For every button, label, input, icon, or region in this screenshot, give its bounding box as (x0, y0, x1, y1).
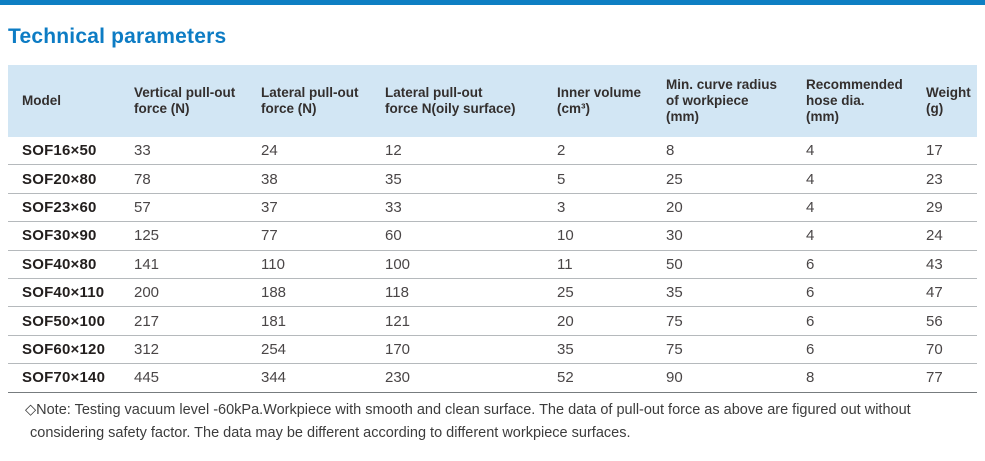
table-row: SOF50×100 217 181 121 20 75 6 56 (8, 307, 977, 336)
model-cell: SOF70×140 (22, 369, 106, 387)
lateral-pullout-force-cell: 77 (261, 227, 278, 245)
weight-cell: 17 (926, 142, 943, 160)
recommended-hose-dia-cell: 4 (806, 170, 815, 188)
weight-cell: 56 (926, 312, 943, 330)
recommended-hose-dia-cell: 6 (806, 255, 815, 273)
vertical-pullout-force-cell: 33 (134, 142, 151, 160)
lateral-pullout-force-cell: 188 (261, 284, 287, 302)
weight-cell: 43 (926, 255, 943, 273)
vertical-pullout-force-cell: 217 (134, 312, 160, 330)
lateral-pullout-force-oily-cell: 60 (385, 227, 402, 245)
inner-volume-cell: 11 (557, 255, 573, 273)
header-cell-min-curve-radius: Min. curve radius of workpiece (mm) (666, 77, 778, 124)
lateral-pullout-force-oily-cell: 118 (385, 284, 409, 302)
inner-volume-cell: 20 (557, 312, 574, 330)
inner-volume-cell: 52 (557, 369, 574, 387)
header-cell-lateral-pullout-force: Lateral pull-out force (N) (261, 85, 359, 116)
vertical-pullout-force-cell: 141 (134, 255, 160, 273)
table-row: SOF40×110 200 188 118 25 35 6 47 (8, 278, 977, 308)
model-cell: SOF40×110 (22, 284, 105, 302)
recommended-hose-dia-cell: 6 (806, 312, 815, 330)
min-curve-radius-cell: 8 (666, 142, 675, 160)
lateral-pullout-force-cell: 24 (261, 142, 278, 160)
min-curve-radius-cell: 20 (666, 198, 683, 216)
recommended-hose-dia-cell: 8 (806, 369, 815, 387)
model-cell: SOF60×120 (22, 340, 106, 358)
header-cell-inner-volume: Inner volume (cm³) (557, 85, 642, 116)
lateral-pullout-force-oily-cell: 33 (385, 198, 402, 216)
model-cell: SOF30×90 (22, 227, 97, 245)
recommended-hose-dia-cell: 4 (806, 227, 815, 245)
note-line-1: ◇Note: Testing vacuum level -60kPa.Workp… (25, 402, 911, 418)
min-curve-radius-cell: 75 (666, 340, 683, 358)
recommended-hose-dia-cell: 4 (806, 198, 815, 216)
lateral-pullout-force-oily-cell: 230 (385, 369, 411, 387)
min-curve-radius-cell: 75 (666, 312, 683, 330)
header-cell-model: Model (22, 93, 61, 109)
note: ◇Note: Testing vacuum level -60kPa.Workp… (25, 399, 970, 445)
table-row: SOF23×60 57 37 33 3 20 4 29 (8, 193, 977, 223)
recommended-hose-dia-cell: 4 (806, 142, 815, 160)
model-cell: SOF23×60 (22, 198, 97, 216)
vertical-pullout-force-cell: 57 (134, 198, 151, 216)
table-row: SOF20×80 78 38 35 5 25 4 23 (8, 165, 977, 194)
recommended-hose-dia-cell: 6 (806, 340, 815, 358)
vertical-pullout-force-cell: 78 (134, 170, 151, 188)
model-cell: SOF50×100 (22, 312, 106, 330)
page-title: Technical parameters (8, 25, 227, 48)
weight-cell: 23 (926, 170, 943, 188)
header-cell-vertical-pullout-force: Vertical pull-out force (N) (134, 85, 236, 116)
table-row: SOF40×80 141 110 100 11 50 6 43 (8, 250, 977, 279)
lateral-pullout-force-cell: 38 (261, 170, 278, 188)
lateral-pullout-force-cell: 37 (261, 198, 278, 216)
inner-volume-cell: 3 (557, 198, 566, 216)
top-accent-bar (0, 0, 985, 5)
table-header-row: Model Vertical pull-out force (N) Latera… (8, 65, 977, 137)
header-cell-recommended-hose-dia: Recommended hose dia. (mm) (806, 77, 903, 124)
lateral-pullout-force-cell: 344 (261, 369, 287, 387)
weight-cell: 70 (926, 340, 943, 358)
min-curve-radius-cell: 30 (666, 227, 683, 245)
weight-cell: 47 (926, 284, 943, 302)
inner-volume-cell: 35 (557, 340, 574, 358)
inner-volume-cell: 25 (557, 284, 574, 302)
lateral-pullout-force-oily-cell: 100 (385, 255, 411, 273)
vertical-pullout-force-cell: 125 (134, 227, 160, 245)
header-cell-weight: Weight (g) (926, 85, 971, 116)
model-cell: SOF16×50 (22, 142, 97, 160)
lateral-pullout-force-cell: 110 (261, 255, 285, 273)
technical-parameters-table: Model Vertical pull-out force (N) Latera… (8, 65, 977, 393)
lateral-pullout-force-cell: 254 (261, 340, 287, 358)
min-curve-radius-cell: 35 (666, 284, 683, 302)
table-row: SOF70×140 445 344 230 52 90 8 77 (8, 364, 977, 393)
inner-volume-cell: 2 (557, 142, 566, 160)
vertical-pullout-force-cell: 312 (134, 340, 160, 358)
model-cell: SOF20×80 (22, 170, 97, 188)
inner-volume-cell: 10 (557, 227, 574, 245)
vertical-pullout-force-cell: 200 (134, 284, 160, 302)
lateral-pullout-force-cell: 181 (261, 312, 287, 330)
min-curve-radius-cell: 90 (666, 369, 683, 387)
weight-cell: 29 (926, 198, 943, 216)
table-row: SOF16×50 33 24 12 2 8 4 17 (8, 137, 977, 166)
min-curve-radius-cell: 25 (666, 170, 683, 188)
inner-volume-cell: 5 (557, 170, 566, 188)
lateral-pullout-force-oily-cell: 170 (385, 340, 411, 358)
table-row: SOF30×90 125 77 60 10 30 4 24 (8, 222, 977, 251)
note-line-2: considering safety factor. The data may … (30, 425, 631, 441)
lateral-pullout-force-oily-cell: 121 (385, 312, 411, 330)
vertical-pullout-force-cell: 445 (134, 369, 160, 387)
header-cell-lateral-pullout-force-oily: Lateral pull-out force N(oily surface) (385, 85, 516, 116)
lateral-pullout-force-oily-cell: 12 (385, 142, 402, 160)
weight-cell: 24 (926, 227, 943, 245)
recommended-hose-dia-cell: 6 (806, 284, 815, 302)
model-cell: SOF40×80 (22, 255, 97, 273)
min-curve-radius-cell: 50 (666, 255, 683, 273)
weight-cell: 77 (926, 369, 943, 387)
table-row: SOF60×120 312 254 170 35 75 6 70 (8, 335, 977, 365)
lateral-pullout-force-oily-cell: 35 (385, 170, 402, 188)
table-body: SOF16×50 33 24 12 2 8 4 17 SOF20×80 78 3… (8, 137, 977, 393)
